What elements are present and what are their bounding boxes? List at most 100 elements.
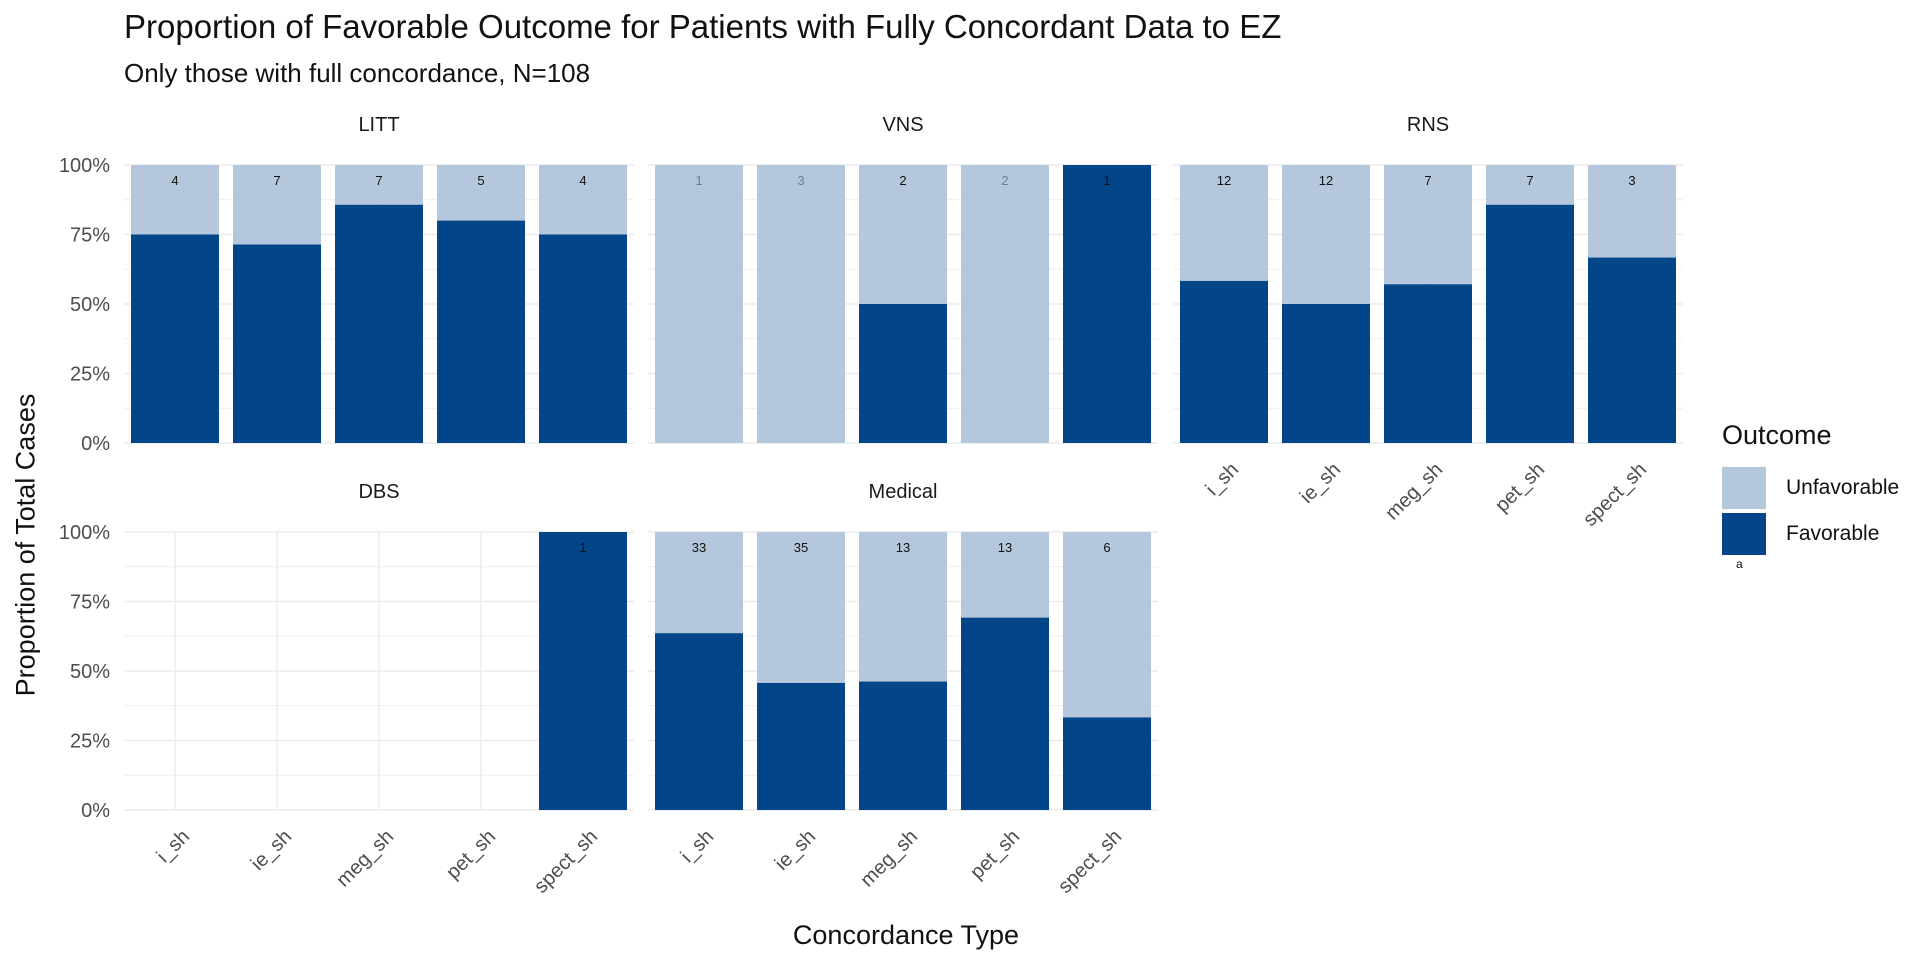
bar-favorable-rns-pet_sh <box>1486 204 1574 443</box>
count-label: 2 <box>1001 173 1008 188</box>
count-label: 1 <box>1103 173 1110 188</box>
bar-favorable-vns-meg_sh <box>859 304 947 443</box>
x-axis-title: Concordance Type <box>792 920 1020 950</box>
count-label: 6 <box>1103 540 1110 555</box>
x-tick-label: spect_sh <box>530 826 602 898</box>
y-tick-label: 25% <box>70 364 110 386</box>
x-tick-label: meg_sh <box>856 826 922 892</box>
bar-unfavorable-vns-i_sh <box>655 165 743 443</box>
bar-unfavorable-litt-meg_sh <box>335 165 423 205</box>
bar-unfavorable-medical-pet_sh <box>961 532 1049 618</box>
bar-favorable-rns-spect_sh <box>1588 257 1676 443</box>
count-label: 4 <box>171 173 178 188</box>
bar-unfavorable-medical-i_sh <box>655 532 743 634</box>
bar-favorable-litt-i_sh <box>131 234 219 443</box>
panel-title-medical: Medical <box>869 481 938 503</box>
count-label: 7 <box>375 173 382 188</box>
count-label: 3 <box>1628 173 1635 188</box>
bar-unfavorable-litt-pet_sh <box>437 165 525 221</box>
bar-unfavorable-litt-ie_sh <box>233 165 321 245</box>
x-tick-label: pet_sh <box>1491 459 1549 517</box>
x-tick-label: i_sh <box>153 826 195 868</box>
bar-favorable-litt-pet_sh <box>437 220 525 443</box>
legend-label-unfavorable: Unfavorable <box>1786 476 1900 499</box>
legend-swatch-unfavorable <box>1722 467 1766 509</box>
y-tick-label: 50% <box>70 661 110 683</box>
bar-favorable-medical-ie_sh <box>757 682 845 810</box>
panel-title-vns: VNS <box>882 114 923 136</box>
bar-favorable-litt-ie_sh <box>233 244 321 443</box>
bar-favorable-rns-meg_sh <box>1384 284 1472 443</box>
count-label: 7 <box>1424 173 1431 188</box>
count-label: 2 <box>899 173 906 188</box>
y-tick-label: 25% <box>70 731 110 753</box>
x-tick-label: i_sh <box>677 826 719 868</box>
bar-unfavorable-rns-pet_sh <box>1486 165 1574 205</box>
bar-favorable-medical-spect_sh <box>1063 717 1151 810</box>
bar-unfavorable-medical-ie_sh <box>757 532 845 683</box>
x-tick-label: pet_sh <box>966 826 1024 884</box>
x-tick-label: spect_sh <box>1579 459 1651 531</box>
y-tick-label: 100% <box>59 155 110 177</box>
count-label: 5 <box>477 173 484 188</box>
count-label: 13 <box>896 540 910 555</box>
panel-title-rns: RNS <box>1407 114 1449 136</box>
bar-favorable-rns-ie_sh <box>1282 304 1370 443</box>
chart-subtitle: Only those with full concordance, N=108 <box>124 58 591 88</box>
bar-favorable-dbs-spect_sh <box>539 532 627 810</box>
count-label: 3 <box>797 173 804 188</box>
bar-unfavorable-rns-meg_sh <box>1384 165 1472 285</box>
count-label: 1 <box>579 540 586 555</box>
legend-title: Outcome <box>1722 420 1832 450</box>
count-label: 7 <box>1526 173 1533 188</box>
panel-title-litt: LITT <box>358 114 399 136</box>
chart-title: Proportion of Favorable Outcome for Pati… <box>124 8 1282 45</box>
count-label: 35 <box>794 540 808 555</box>
bar-unfavorable-rns-i_sh <box>1180 165 1268 281</box>
bar-unfavorable-medical-spect_sh <box>1063 532 1151 718</box>
bar-favorable-vns-spect_sh <box>1063 165 1151 443</box>
x-tick-label: ie_sh <box>247 826 296 875</box>
bar-favorable-medical-meg_sh <box>859 681 947 810</box>
count-label: 33 <box>692 540 706 555</box>
y-tick-label: 75% <box>70 592 110 614</box>
legend-note: a <box>1736 557 1743 571</box>
legend: Outcome Unfavorable Favorable <box>1722 420 1899 557</box>
x-tick-label: meg_sh <box>332 826 398 892</box>
count-label: 12 <box>1319 173 1333 188</box>
y-axis-title: Proportion of Total Cases <box>10 393 41 697</box>
bar-favorable-medical-i_sh <box>655 633 743 810</box>
bar-favorable-litt-meg_sh <box>335 204 423 443</box>
bar-unfavorable-vns-meg_sh <box>859 165 947 304</box>
count-label: 7 <box>273 173 280 188</box>
bar-unfavorable-litt-spect_sh <box>539 165 627 235</box>
y-tick-label: 75% <box>70 225 110 247</box>
bar-unfavorable-vns-ie_sh <box>757 165 845 443</box>
x-tick-label: meg_sh <box>1381 459 1447 525</box>
bar-favorable-litt-spect_sh <box>539 234 627 443</box>
count-label: 1 <box>695 173 702 188</box>
y-tick-label: 0% <box>81 800 110 822</box>
bar-unfavorable-vns-pet_sh <box>961 165 1049 443</box>
legend-item-unfavorable: Unfavorable <box>1722 465 1899 511</box>
y-tick-label: 0% <box>81 433 110 455</box>
x-tick-label: i_sh <box>1202 459 1244 501</box>
y-tick-label: 50% <box>70 294 110 316</box>
bar-favorable-medical-pet_sh <box>961 617 1049 810</box>
panel-title-dbs: DBS <box>358 481 399 503</box>
bar-unfavorable-rns-spect_sh <box>1588 165 1676 258</box>
x-tick-label: ie_sh <box>1296 459 1345 508</box>
count-label: 12 <box>1217 173 1231 188</box>
y-tick-label: 100% <box>59 522 110 544</box>
bar-unfavorable-litt-i_sh <box>131 165 219 235</box>
bar-unfavorable-rns-ie_sh <box>1282 165 1370 304</box>
legend-item-favorable: Favorable <box>1722 511 1899 557</box>
bar-unfavorable-medical-meg_sh <box>859 532 947 682</box>
count-label: 13 <box>998 540 1012 555</box>
x-tick-label: spect_sh <box>1054 826 1126 898</box>
legend-swatch-favorable <box>1722 513 1766 555</box>
x-tick-label: pet_sh <box>442 826 500 884</box>
count-label: 4 <box>579 173 586 188</box>
x-tick-label: ie_sh <box>771 826 820 875</box>
